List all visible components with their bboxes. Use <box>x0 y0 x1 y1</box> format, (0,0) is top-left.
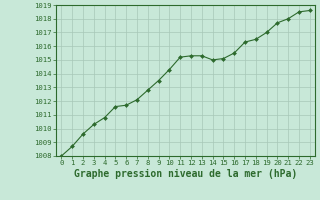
X-axis label: Graphe pression niveau de la mer (hPa): Graphe pression niveau de la mer (hPa) <box>74 169 297 179</box>
